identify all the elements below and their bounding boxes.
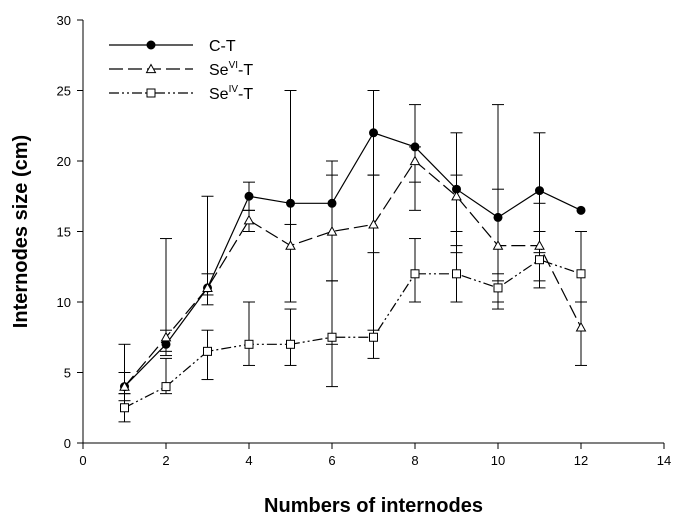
data-point: [369, 128, 378, 138]
data-point: [244, 191, 254, 201]
data-point: [575, 321, 587, 332]
data-point: [410, 142, 420, 152]
legend-label: SeIV-T: [209, 84, 253, 103]
y-tick-label: 25: [57, 84, 71, 99]
legend-label: SeVI-T: [209, 60, 253, 79]
series-markers: [119, 128, 587, 413]
data-point: [120, 403, 129, 413]
data-point: [285, 240, 296, 250]
data-point: [203, 346, 212, 356]
x-axis-label: Numbers of internodes: [264, 495, 483, 516]
data-point: [576, 205, 586, 215]
legend-marker: [146, 88, 156, 98]
legend-marker: [145, 63, 157, 74]
x-tick-label: 10: [491, 453, 505, 468]
data-point: [160, 331, 172, 342]
chart-axes: 0 2 4 6 8 10 12 14 0 5 10 15 20 25 30: [57, 13, 672, 468]
data-point: [202, 282, 213, 292]
x-tick-label: 2: [162, 453, 169, 468]
x-tick-label: 12: [574, 453, 588, 468]
data-point: [493, 283, 503, 293]
x-tick-label: 14: [657, 453, 671, 468]
data-point: [327, 332, 337, 342]
data-point: [286, 198, 295, 208]
data-point: [368, 218, 379, 229]
y-tick-label: 30: [57, 13, 71, 28]
y-tick-label: 10: [57, 295, 71, 310]
data-point: [534, 240, 545, 250]
data-point: [535, 186, 544, 196]
data-point: [410, 269, 420, 279]
data-point: [161, 339, 171, 349]
x-tick-label: 6: [328, 453, 335, 468]
y-tick-label: 0: [64, 436, 71, 451]
x-tick-label: 4: [245, 453, 252, 468]
data-point: [286, 339, 295, 349]
legend-label: C-T: [209, 38, 236, 55]
data-point: [244, 339, 254, 349]
legend-marker: [146, 40, 156, 50]
y-axis-label: Internodes size (cm): [10, 135, 32, 328]
data-point: [451, 190, 462, 201]
data-point: [452, 269, 461, 279]
error-bars: [118, 90, 587, 423]
series-lines: [124, 132, 582, 409]
series-line: [124, 132, 582, 388]
y-tick-label: 5: [64, 366, 71, 381]
data-point: [326, 225, 338, 236]
data-point: [409, 155, 421, 166]
legend: C-T SeVI-T SeIV-T: [109, 38, 253, 103]
data-point: [535, 255, 544, 265]
data-point: [119, 381, 130, 391]
data-point: [369, 332, 378, 342]
data-point: [492, 240, 504, 250]
data-point: [243, 214, 255, 225]
data-point: [576, 269, 586, 279]
data-point: [493, 212, 503, 222]
series-line: [124, 259, 582, 409]
data-point: [327, 198, 337, 208]
x-tick-label: 8: [411, 453, 418, 468]
y-tick-label: 20: [57, 154, 71, 169]
data-point: [161, 382, 171, 392]
series-line: [124, 160, 582, 387]
y-tick-label: 15: [57, 225, 71, 240]
x-tick-label: 0: [79, 453, 86, 468]
